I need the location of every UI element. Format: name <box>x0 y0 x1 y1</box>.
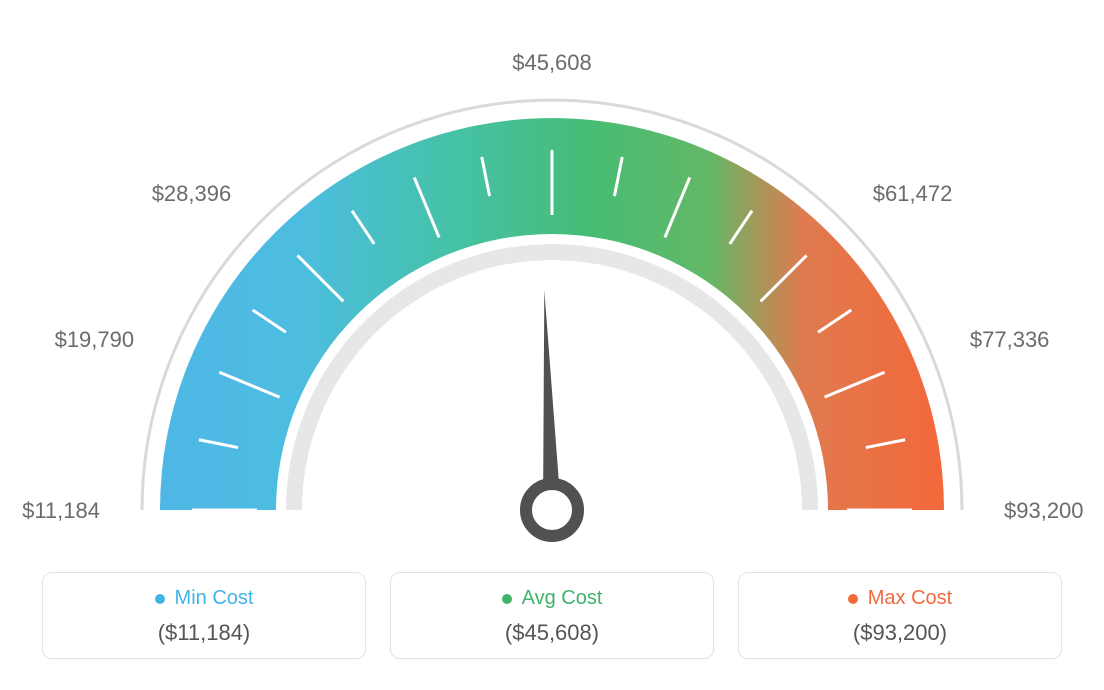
scale-label: $61,472 <box>873 181 953 207</box>
legend-title-text: Avg Cost <box>522 587 603 610</box>
scale-label: $45,608 <box>512 50 592 76</box>
legend-card-avg: Avg Cost ($45,608) <box>390 572 714 659</box>
scale-label: $28,396 <box>152 181 232 207</box>
legend-row: Min Cost ($11,184) Avg Cost ($45,608) Ma… <box>0 572 1104 659</box>
scale-label: $93,200 <box>1004 498 1084 524</box>
scale-label: $19,790 <box>55 327 135 353</box>
dot-icon <box>502 594 512 604</box>
legend-value-avg: ($45,608) <box>401 620 703 646</box>
legend-title-text: Max Cost <box>868 587 952 610</box>
legend-title-text: Min Cost <box>175 587 254 610</box>
scale-label: $11,184 <box>22 498 100 524</box>
legend-title-min: Min Cost <box>155 587 254 610</box>
dot-icon <box>848 594 858 604</box>
gauge-svg <box>92 40 1012 580</box>
legend-value-min: ($11,184) <box>53 620 355 646</box>
cost-gauge-widget: $11,184 $19,790 $28,396 $45,608 $61,472 $77,3… <box>0 0 1104 690</box>
legend-card-max: Max Cost ($93,200) <box>738 572 1062 659</box>
legend-card-min: Min Cost ($11,184) <box>42 572 366 659</box>
legend-title-avg: Avg Cost <box>502 587 603 610</box>
scale-label: $77,336 <box>970 327 1050 353</box>
legend-title-max: Max Cost <box>848 587 952 610</box>
gauge-area: $11,184 $19,790 $28,396 $45,608 $61,472 $77,3… <box>0 0 1104 560</box>
legend-value-max: ($93,200) <box>749 620 1051 646</box>
dot-icon <box>155 594 165 604</box>
